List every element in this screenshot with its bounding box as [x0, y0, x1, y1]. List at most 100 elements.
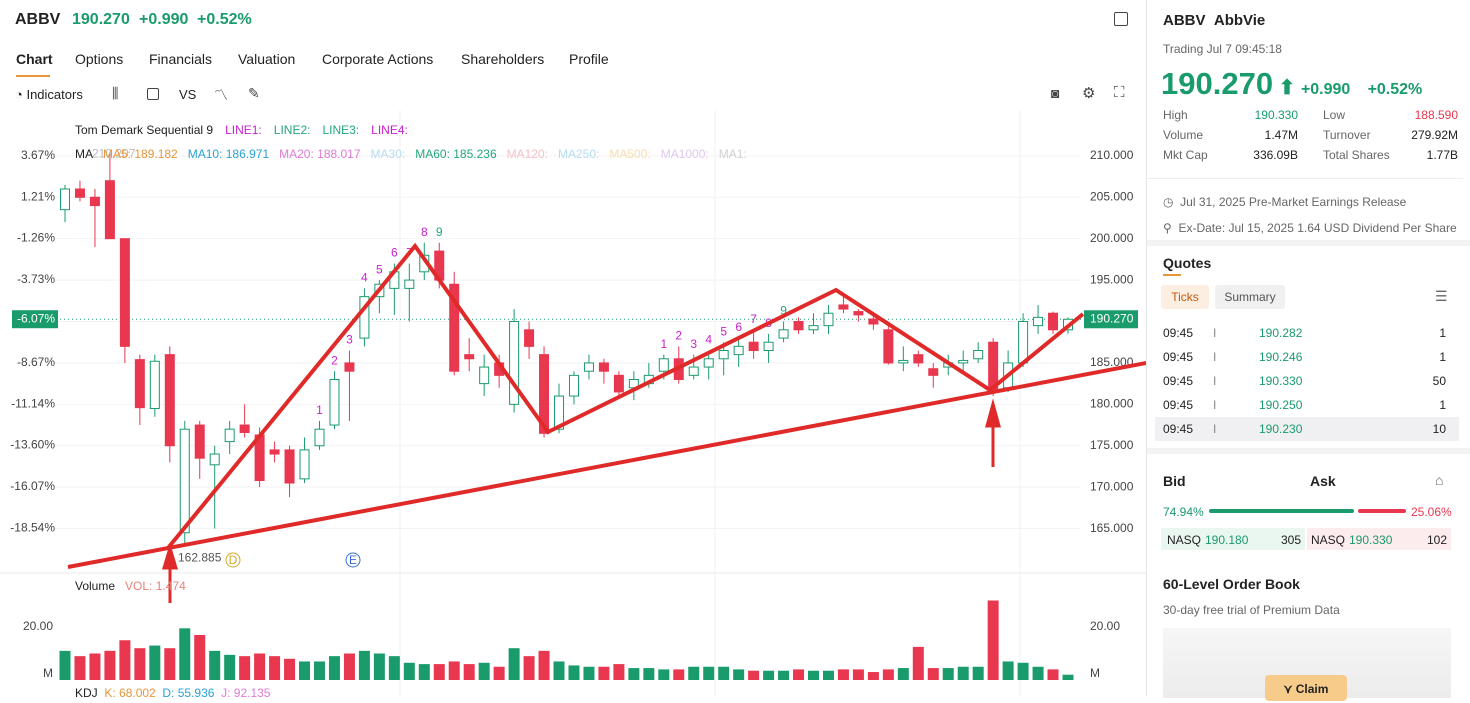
draw-icon[interactable]: 〽	[214, 87, 228, 103]
ma-legend-item: MA120:	[506, 147, 548, 161]
tab-underline	[16, 75, 50, 77]
pen-icon[interactable]: ✎	[248, 85, 260, 101]
volume-bar	[299, 661, 311, 680]
ticks-tab[interactable]: Ticks	[1161, 285, 1209, 309]
tick-time: 09:45	[1163, 422, 1194, 436]
volume-bar	[897, 668, 909, 680]
ma-legend-item: MA500:	[609, 147, 651, 161]
indicators-button[interactable]: ◔ Indicators	[15, 87, 83, 102]
y-tick-label: 170.000	[1090, 479, 1134, 493]
volume-bar	[793, 669, 805, 680]
tick-size: 50	[1432, 374, 1446, 388]
ma-legend-item: MA60: 185.236	[415, 147, 497, 161]
ma-legend-item: MA250:	[557, 147, 600, 161]
summary-tab[interactable]: Summary	[1215, 285, 1285, 309]
claim-button[interactable]: ⋎ Claim	[1265, 675, 1347, 701]
volume-bar	[239, 656, 251, 680]
collapse-icon[interactable]	[1114, 12, 1128, 26]
volume-bar	[1002, 661, 1014, 680]
bank-icon: ⌂	[1435, 472, 1444, 488]
volume-bar	[553, 661, 565, 680]
vs-button[interactable]: VS	[179, 87, 197, 102]
volume-bar	[119, 640, 131, 680]
ask-price: 190.330	[1349, 533, 1393, 547]
volume-bar	[852, 669, 864, 680]
bid-row	[1161, 528, 1305, 550]
candle-body	[613, 374, 624, 393]
event-marker	[345, 552, 361, 568]
drawn-trendline	[67, 361, 1146, 569]
volume-bar	[149, 645, 161, 680]
y2-tick-label: 3.67%	[21, 148, 55, 162]
volume-bar	[583, 666, 595, 680]
box-icon[interactable]	[147, 88, 159, 100]
volume-bar	[179, 628, 191, 680]
volume-bar	[59, 650, 71, 680]
volume-bar	[942, 668, 954, 680]
volume-bar	[134, 648, 146, 680]
divider	[1147, 240, 1470, 246]
line-legend: LINE1:	[225, 123, 262, 137]
big-price: 190.270 ⬆ +0.990 +0.52%	[1161, 66, 1423, 101]
volume-bar	[882, 669, 894, 680]
ma-row: MA MA5: 189.182 MA10: 186.971 MA20: 188.017…	[75, 147, 747, 161]
event-text: Ex-Date: Jul 15, 2025 1.64 USD Dividend …	[1178, 221, 1457, 235]
line-legend: LINE4:	[371, 123, 408, 137]
camera-icon[interactable]: ◙	[1051, 85, 1060, 101]
volume-bar	[867, 672, 879, 680]
tab[interactable]: Profile	[569, 51, 609, 67]
td-count: 3	[690, 337, 697, 351]
candle-body	[239, 424, 250, 434]
company: AbbVie	[1213, 12, 1266, 29]
settings-icon[interactable]: ⚙	[1082, 85, 1096, 102]
tick-time: 09:45	[1163, 398, 1194, 412]
list-icon[interactable]: ☰	[1435, 288, 1448, 304]
tab[interactable]: Valuation	[238, 51, 296, 67]
volume-bar	[209, 650, 221, 680]
last-price-tag	[1084, 310, 1138, 329]
candle-body	[464, 354, 475, 360]
td-count: 9	[436, 225, 443, 239]
candle-body	[823, 312, 834, 327]
tab[interactable]: Corporate Actions	[322, 51, 434, 67]
indicators-label: Indicators	[26, 87, 83, 102]
ask-bar	[1358, 509, 1406, 513]
td-count: 2	[675, 329, 682, 343]
tab[interactable]: Shareholders	[461, 51, 545, 67]
volume-bar	[987, 600, 999, 680]
candle-icon[interactable]: ⫼	[112, 85, 119, 101]
candle-body	[269, 449, 280, 455]
tab[interactable]: Chart	[16, 51, 53, 67]
volume-bar	[89, 653, 101, 680]
volume-bar	[912, 646, 924, 680]
volume-bar	[837, 669, 849, 680]
y-tick-label: 195.000	[1090, 272, 1134, 286]
tick-time: 09:45	[1163, 374, 1194, 388]
candle-body	[104, 180, 115, 240]
qt: Quotes	[1163, 255, 1212, 271]
tick-time: 09:45	[1163, 350, 1194, 364]
tab[interactable]: Options	[75, 51, 124, 67]
fullscreen-icon[interactable]: ⛶	[1114, 84, 1125, 101]
volume-bar	[388, 656, 400, 680]
bid-price: 190.180	[1205, 533, 1249, 547]
volume-bar	[613, 664, 625, 680]
volume-bar	[1062, 674, 1074, 680]
stat-label: Mkt Cap	[1163, 148, 1208, 162]
candle-body	[149, 360, 160, 409]
candle-body	[134, 359, 145, 409]
vol-unit: M	[43, 666, 53, 680]
vol-tick-label: 20.00	[1090, 619, 1120, 633]
candle-body	[658, 358, 669, 372]
event-marker	[225, 552, 241, 568]
candle-body	[763, 341, 774, 351]
td-count: 9	[780, 304, 787, 318]
candle-body	[793, 321, 804, 331]
y2-tick-label: -13.60%	[10, 438, 55, 452]
volume-bar	[313, 661, 325, 680]
tab[interactable]: Financials	[149, 51, 213, 67]
bc: +0.990	[1300, 81, 1351, 98]
volume-bar	[822, 670, 834, 680]
candle-body	[539, 354, 550, 434]
stat-value: 190.330	[1254, 108, 1298, 122]
